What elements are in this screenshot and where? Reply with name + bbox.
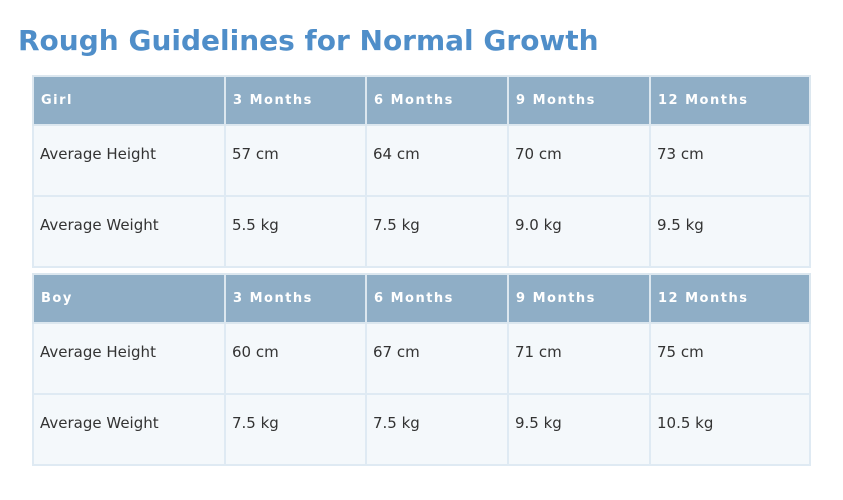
table-header-row: Boy 3 Months 6 Months 9 Months 12 Months bbox=[32, 273, 811, 324]
table-row: Average Weight 5.5 kg 7.5 kg 9.0 kg 9.5 … bbox=[32, 195, 811, 268]
header-cell-12-months: 12 Months bbox=[649, 273, 811, 324]
header-cell-12-months: 12 Months bbox=[649, 75, 811, 126]
boy-growth-table: Boy 3 Months 6 Months 9 Months 12 Months… bbox=[32, 273, 811, 466]
table-cell: 7.5 kg bbox=[365, 195, 509, 268]
table-cell: 71 cm bbox=[507, 322, 651, 395]
row-label: Average Height bbox=[32, 322, 226, 395]
table-cell: 75 cm bbox=[649, 322, 811, 395]
table-cell: 9.0 kg bbox=[507, 195, 651, 268]
table-cell: 67 cm bbox=[365, 322, 509, 395]
row-label: Average Height bbox=[32, 124, 226, 197]
header-cell-9-months: 9 Months bbox=[507, 273, 651, 324]
girl-growth-table: Girl 3 Months 6 Months 9 Months 12 Month… bbox=[32, 75, 811, 268]
header-cell-9-months: 9 Months bbox=[507, 75, 651, 126]
table-header-row: Girl 3 Months 6 Months 9 Months 12 Month… bbox=[32, 75, 811, 126]
header-cell-6-months: 6 Months bbox=[365, 75, 509, 126]
table-cell: 7.5 kg bbox=[365, 393, 509, 466]
header-cell-sex: Girl bbox=[32, 75, 226, 126]
table-cell: 10.5 kg bbox=[649, 393, 811, 466]
header-cell-sex: Boy bbox=[32, 273, 226, 324]
table-cell: 57 cm bbox=[224, 124, 367, 197]
table-cell: 9.5 kg bbox=[649, 195, 811, 268]
table-cell: 73 cm bbox=[649, 124, 811, 197]
table-cell: 60 cm bbox=[224, 322, 367, 395]
header-cell-3-months: 3 Months bbox=[224, 75, 367, 126]
table-cell: 64 cm bbox=[365, 124, 509, 197]
page-title: Rough Guidelines for Normal Growth bbox=[18, 24, 599, 57]
header-cell-3-months: 3 Months bbox=[224, 273, 367, 324]
table-cell: 5.5 kg bbox=[224, 195, 367, 268]
table-row: Average Height 60 cm 67 cm 71 cm 75 cm bbox=[32, 322, 811, 395]
table-row: Average Height 57 cm 64 cm 70 cm 73 cm bbox=[32, 124, 811, 197]
row-label: Average Weight bbox=[32, 195, 226, 268]
header-cell-6-months: 6 Months bbox=[365, 273, 509, 324]
table-row: Average Weight 7.5 kg 7.5 kg 9.5 kg 10.5… bbox=[32, 393, 811, 466]
table-cell: 9.5 kg bbox=[507, 393, 651, 466]
table-cell: 70 cm bbox=[507, 124, 651, 197]
row-label: Average Weight bbox=[32, 393, 226, 466]
table-cell: 7.5 kg bbox=[224, 393, 367, 466]
